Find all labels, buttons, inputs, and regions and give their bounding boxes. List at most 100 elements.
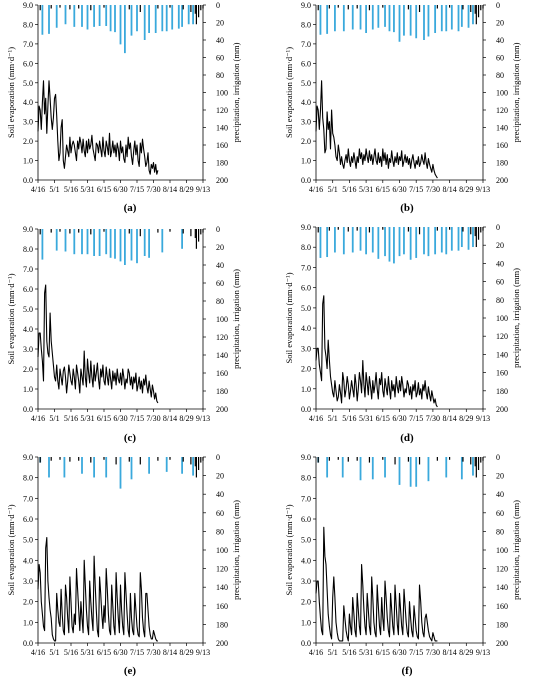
irrigation-bar bbox=[161, 5, 164, 32]
y2-tick-label: 200 bbox=[216, 405, 228, 414]
precipitation-bar bbox=[50, 5, 52, 9]
y-tick-label: 7.0 bbox=[301, 494, 311, 503]
x-tick-label: 5/31 bbox=[80, 648, 94, 657]
irrigation-bar bbox=[136, 229, 138, 264]
precipitation-bar bbox=[470, 227, 472, 235]
irrigation-bar bbox=[377, 5, 380, 28]
y-tick-label: 5.0 bbox=[301, 536, 311, 545]
precipitation-bar bbox=[317, 5, 319, 11]
precipitation-bar bbox=[59, 229, 61, 232]
x-tick-label: 9/13 bbox=[476, 414, 490, 423]
x-tick-label: 8/14 bbox=[163, 414, 177, 423]
precipitation-bar bbox=[182, 5, 184, 10]
panel-label: (d) bbox=[400, 432, 414, 444]
irrigation-bar bbox=[403, 5, 405, 36]
y2-tick-label: 180 bbox=[216, 387, 228, 396]
precipitation-bar bbox=[328, 457, 330, 461]
precipitation-bar bbox=[462, 5, 464, 10]
precipitation-bar bbox=[182, 229, 184, 234]
x-tick-label: 5/1 bbox=[328, 648, 338, 657]
irrigation-bar bbox=[450, 5, 453, 30]
y2-tick-label: 40 bbox=[216, 261, 224, 270]
precipitation-bar bbox=[462, 227, 464, 232]
x-tick-label: 4/16 bbox=[309, 414, 323, 423]
precipitation-bar bbox=[407, 5, 410, 10]
precipitation-bar bbox=[337, 227, 339, 230]
y2-tick-label: 100 bbox=[496, 546, 508, 555]
precipitation-bar bbox=[200, 5, 202, 11]
y-tick-label: 7.0 bbox=[301, 40, 311, 49]
evaporation-line bbox=[37, 284, 159, 404]
precipitation-bar bbox=[475, 5, 477, 25]
irrigation-bar bbox=[427, 227, 430, 257]
precipitation-bar bbox=[195, 229, 197, 249]
irrigation-bar bbox=[457, 5, 460, 32]
irrigation-bar bbox=[472, 457, 474, 476]
x-tick-label: 6/15 bbox=[376, 414, 390, 423]
y-tick-label: 4.0 bbox=[23, 325, 33, 334]
irrigation-bar bbox=[377, 227, 380, 259]
x-tick-label: 7/15 bbox=[130, 185, 144, 194]
precipitation-bar bbox=[418, 227, 421, 235]
precipitation-bar bbox=[474, 227, 476, 237]
y2-tick-label: 0 bbox=[216, 225, 220, 234]
irrigation-bar bbox=[130, 457, 133, 480]
x-tick-label: 6/15 bbox=[97, 185, 111, 194]
irrigation-bar bbox=[472, 227, 474, 248]
y2-tick-label: 60 bbox=[496, 278, 504, 287]
irrigation-bar bbox=[86, 229, 89, 255]
y-tick-label: 3.0 bbox=[301, 118, 311, 127]
precipitation-bar bbox=[470, 5, 472, 12]
irrigation-bar bbox=[334, 227, 336, 253]
y2-tick-label: 20 bbox=[496, 472, 504, 481]
precipitation-bar bbox=[474, 5, 476, 14]
y-tick-label: 8.0 bbox=[301, 20, 311, 29]
precipitation-bar bbox=[128, 457, 130, 462]
y2-axis-title: precipitation, irrigation (mm) bbox=[231, 42, 241, 142]
y-tick-label: 8.0 bbox=[301, 474, 311, 483]
y-tick-label: 9.0 bbox=[23, 225, 33, 234]
y2-tick-label: 140 bbox=[496, 583, 508, 592]
precipitation-bar bbox=[103, 229, 105, 232]
y2-tick-label: 80 bbox=[216, 71, 224, 80]
y2-tick-label: 60 bbox=[496, 509, 504, 518]
precipitation-bar bbox=[482, 5, 484, 9]
evaporation-line bbox=[315, 295, 438, 408]
y2-tick-label: 180 bbox=[496, 387, 508, 396]
x-tick-label: 5/31 bbox=[359, 414, 373, 423]
x-tick-label: 9/13 bbox=[476, 648, 490, 657]
precipitation-bar bbox=[347, 5, 349, 10]
precipitation-bar bbox=[382, 457, 384, 460]
y2-tick-label: 140 bbox=[216, 583, 228, 592]
y2-tick-label: 20 bbox=[216, 472, 224, 481]
irrigation-bar bbox=[136, 5, 138, 32]
irrigation-bar bbox=[124, 229, 126, 265]
y2-tick-label: 200 bbox=[216, 639, 228, 648]
x-tick-label: 7/15 bbox=[409, 414, 423, 423]
y2-tick-label: 120 bbox=[496, 565, 508, 574]
precipitation-bar bbox=[475, 227, 477, 248]
y2-tick-label: 60 bbox=[496, 54, 504, 63]
x-tick-label: 4/16 bbox=[31, 414, 45, 423]
y-tick-label: 2.0 bbox=[301, 598, 311, 607]
y-tick-label: 1.0 bbox=[23, 618, 33, 627]
y2-tick-label: 0 bbox=[496, 453, 500, 462]
y-axis-title: Soil evaporation (mm·d⁻¹) bbox=[284, 504, 294, 595]
y-tick-label: 1.0 bbox=[23, 385, 33, 394]
x-tick-label: 4/16 bbox=[309, 185, 323, 194]
x-tick-label: 5/31 bbox=[359, 648, 373, 657]
irrigation-bar bbox=[93, 457, 95, 478]
y-tick-label: 0.0 bbox=[23, 405, 33, 414]
x-tick-label: 4/16 bbox=[309, 648, 323, 657]
y2-axis-title: precipitation, irrigation (mm) bbox=[511, 268, 521, 368]
precipitation-bar bbox=[169, 229, 171, 232]
precipitation-bar bbox=[202, 229, 204, 233]
irrigation-bar bbox=[440, 5, 443, 32]
precipitation-bar bbox=[78, 457, 80, 461]
y-tick-label: 4.0 bbox=[23, 556, 33, 565]
x-tick-label: 6/15 bbox=[376, 648, 390, 657]
y-tick-label: 2.0 bbox=[23, 365, 33, 374]
y-tick-label: 2.0 bbox=[301, 365, 311, 374]
precipitation-bar bbox=[169, 5, 171, 8]
precipitation-bar bbox=[356, 457, 358, 461]
